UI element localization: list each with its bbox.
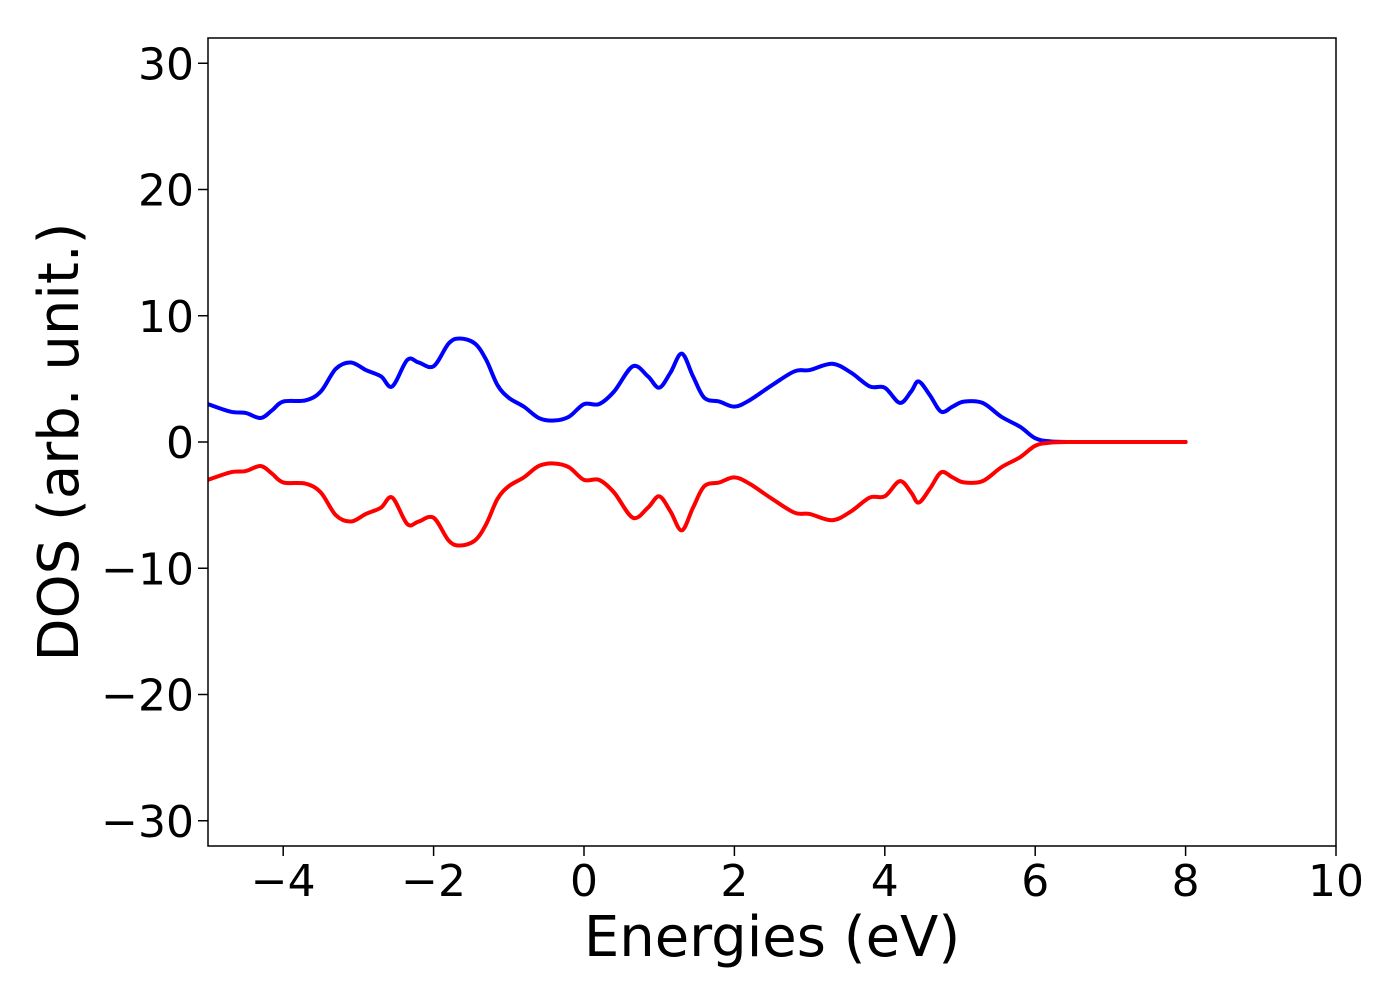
y-tick-label: −20 bbox=[101, 671, 194, 722]
x-tick-label: 10 bbox=[1308, 856, 1364, 907]
x-axis-label: Energies (eV) bbox=[584, 905, 960, 970]
y-tick-label: 10 bbox=[138, 292, 194, 343]
series-line-1 bbox=[208, 336, 1188, 445]
y-axis-ticks: 30 20 10 0 −10 −20 −30 bbox=[101, 39, 208, 848]
y-axis-label: DOS (arb. unit.) bbox=[27, 222, 92, 661]
x-tick-label: −2 bbox=[401, 856, 466, 907]
x-tick-label: 0 bbox=[570, 856, 598, 907]
x-axis-ticks: −4 −2 0 2 4 6 8 10 bbox=[251, 846, 1364, 907]
y-tick-label: 30 bbox=[138, 39, 194, 90]
series-layer bbox=[208, 336, 1188, 548]
x-tick-label: 6 bbox=[1021, 856, 1049, 907]
x-tick-label: −4 bbox=[251, 856, 316, 907]
x-tick-label: 8 bbox=[1172, 856, 1200, 907]
y-tick-label: −10 bbox=[101, 544, 194, 595]
x-tick-label: 2 bbox=[720, 856, 748, 907]
y-tick-label: 0 bbox=[166, 418, 194, 469]
y-tick-label: −30 bbox=[101, 797, 194, 848]
series-line-2 bbox=[208, 439, 1188, 548]
x-tick-label: 4 bbox=[871, 856, 899, 907]
y-tick-label: 20 bbox=[138, 166, 194, 217]
